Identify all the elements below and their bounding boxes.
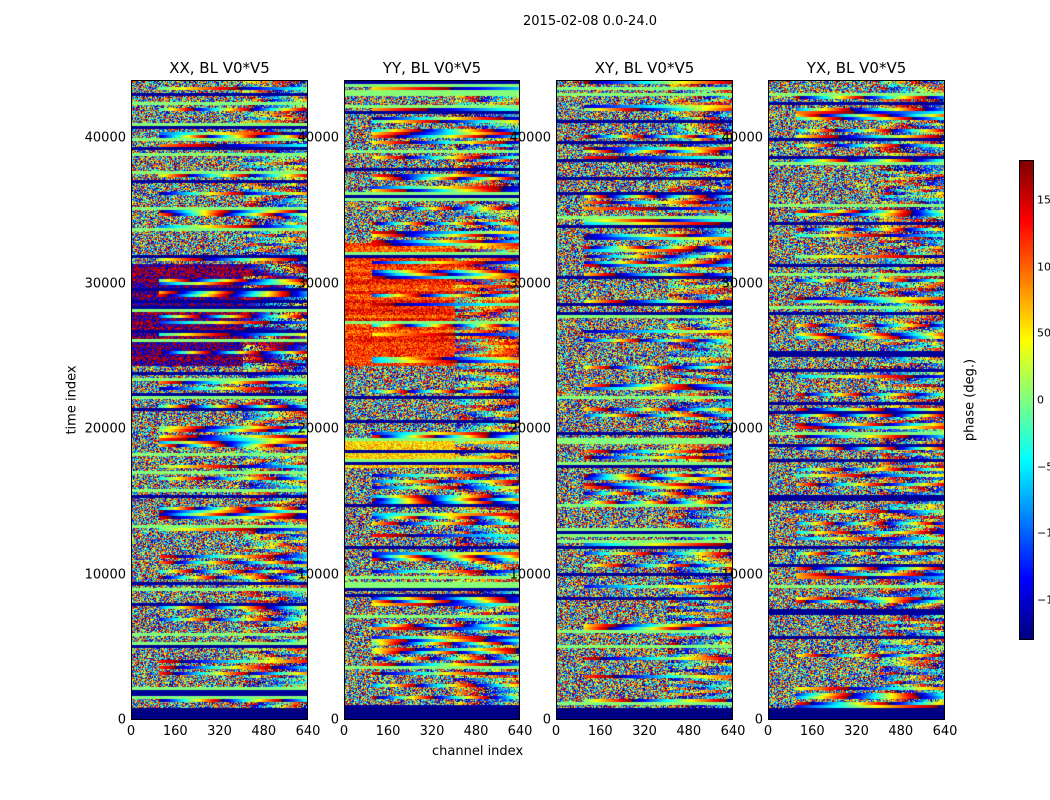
x-tick-label: 480 [676, 724, 702, 739]
x-tick-label: 160 [375, 724, 401, 739]
y-tick-label: 10000 [721, 567, 763, 583]
colorbar-tick-label: 0 [1037, 393, 1044, 407]
x-tick-label: 640 [507, 724, 533, 739]
x-tick-label: 160 [587, 724, 613, 739]
y-tick-label: 30000 [721, 276, 763, 292]
colorbar-gradient [1020, 161, 1033, 639]
x-tick-label: 160 [799, 724, 825, 739]
x-tick-label: 640 [932, 724, 958, 739]
y-tick-label: 10000 [84, 567, 126, 583]
y-tick-label: 40000 [297, 130, 339, 146]
panel-title-xx: XX, BL V0*V5 [169, 59, 270, 77]
y-tick-label: 0 [330, 712, 339, 728]
phase-heatmap-xy [557, 81, 732, 719]
panel-title-yy: YY, BL V0*V5 [382, 59, 482, 77]
x-tick-label: 480 [463, 724, 489, 739]
y-axis-label: time index [64, 365, 80, 435]
colorbar [1019, 160, 1034, 640]
x-tick-label: 320 [419, 724, 445, 739]
y-tick-label: 30000 [509, 276, 551, 292]
colorbar-tick-label: −50 [1037, 460, 1050, 474]
x-tick-label: 320 [207, 724, 232, 739]
x-tick-label: 640 [295, 724, 321, 739]
panel-title-xy: XY, BL V0*V5 [594, 59, 695, 77]
x-tick-label: 0 [763, 724, 773, 739]
y-tick-label: 20000 [84, 421, 126, 437]
x-tick-label: 480 [251, 724, 277, 739]
x-tick-label: 320 [844, 724, 869, 739]
y-tick-label: 20000 [297, 421, 339, 437]
x-tick-label: 640 [720, 724, 746, 739]
y-tick-label: 40000 [509, 130, 551, 146]
x-tick-label: 160 [162, 724, 188, 739]
y-tick-label: 0 [754, 712, 763, 728]
heatmap-panel-xy [556, 80, 733, 720]
y-tick-label: 40000 [84, 130, 126, 146]
x-tick-label: 320 [632, 724, 657, 739]
y-tick-label: 30000 [84, 276, 126, 292]
y-tick-label: 20000 [721, 421, 763, 437]
heatmap-panel-yx [768, 80, 945, 720]
x-tick-label: 0 [126, 724, 136, 739]
figure-suptitle: 2015-02-08 0.0-24.0 [523, 14, 657, 29]
y-tick-label: 10000 [297, 567, 339, 583]
phase-heatmap-yy [345, 81, 519, 719]
y-tick-label: 0 [117, 712, 126, 728]
heatmap-panel-yy [344, 80, 520, 720]
colorbar-tick-label: 150 [1037, 193, 1050, 207]
y-tick-label: 40000 [721, 130, 763, 146]
y-tick-label: 0 [542, 712, 551, 728]
colorbar-tick-label: −150 [1037, 593, 1050, 607]
panel-title-yx: YX, BL V0*V5 [806, 59, 907, 77]
colorbar-tick-label: 50 [1037, 326, 1050, 340]
phase-heatmap-xx [132, 81, 307, 719]
x-tick-label: 480 [888, 724, 914, 739]
phase-heatmap-yx [769, 81, 944, 719]
colorbar-label: phase (deg.) [962, 358, 978, 442]
colorbar-tick-label: 100 [1037, 260, 1050, 274]
colorbar-tick-label: −100 [1037, 526, 1050, 540]
x-axis-label: channel index [432, 744, 524, 759]
heatmap-panel-xx [131, 80, 308, 720]
y-tick-label: 30000 [297, 276, 339, 292]
y-tick-label: 20000 [509, 421, 551, 437]
x-tick-label: 0 [551, 724, 561, 739]
y-tick-label: 10000 [509, 567, 551, 583]
x-tick-label: 0 [339, 724, 349, 739]
